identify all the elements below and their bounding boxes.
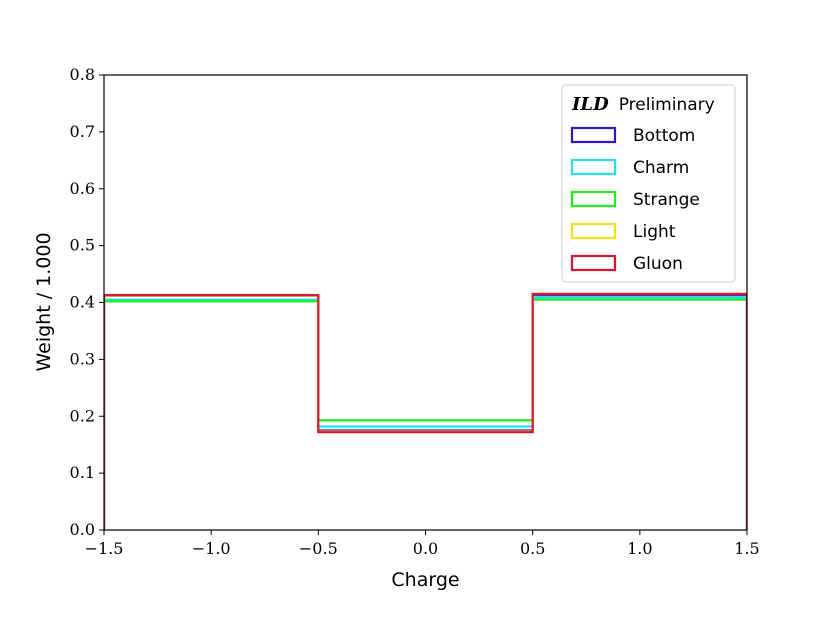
y-tick-label: 0.0 bbox=[70, 520, 95, 539]
legend-label-gluon: Gluon bbox=[633, 254, 683, 274]
series-charm-line bbox=[104, 296, 747, 530]
x-axis-label: Charge bbox=[391, 569, 459, 591]
y-tick-label: 0.7 bbox=[70, 122, 95, 141]
legend: ILD Preliminary Bottom Charm Strange Light G… bbox=[561, 84, 736, 283]
legend-label-light: Light bbox=[633, 222, 676, 242]
x-tick-label: 1.0 bbox=[627, 539, 652, 558]
y-tick-label: 0.3 bbox=[70, 349, 95, 368]
x-tick-label: −1.5 bbox=[85, 539, 124, 558]
y-tick-label: 0.8 bbox=[70, 65, 95, 84]
x-tick-label: 0.5 bbox=[520, 539, 545, 558]
svg-text:ILD Preliminary: ILD Preliminary bbox=[571, 94, 715, 115]
y-tick-label: 0.4 bbox=[70, 293, 95, 312]
series-strange-line bbox=[104, 298, 747, 530]
x-tick-label: 1.5 bbox=[734, 539, 759, 558]
y-tick-label: 0.6 bbox=[70, 179, 95, 198]
x-axis: −1.5 −1.0 −0.5 0.0 0.5 1.0 1.5 bbox=[85, 530, 760, 558]
legend-swatch-bottom bbox=[570, 126, 617, 144]
legend-swatch-gluon bbox=[570, 254, 617, 272]
x-tick-label: −0.5 bbox=[299, 539, 338, 558]
legend-label-strange: Strange bbox=[633, 190, 700, 210]
legend-swatch-charm bbox=[570, 158, 617, 176]
series-gluon-line bbox=[104, 292, 747, 530]
y-tick-label: 0.1 bbox=[70, 463, 95, 482]
y-axis-label: Weight / 1.000 bbox=[33, 232, 55, 371]
y-tick-label: 0.2 bbox=[70, 406, 95, 425]
legend-label-bottom: Bottom bbox=[633, 126, 695, 146]
legend-title-brand: ILD bbox=[571, 94, 609, 115]
y-axis: 0.0 0.1 0.2 0.3 0.4 0.5 0.6 0.7 0.8 bbox=[70, 65, 104, 539]
x-tick-label: −1.0 bbox=[192, 539, 231, 558]
legend-box bbox=[561, 84, 736, 283]
legend-label-charm: Charm bbox=[633, 158, 689, 178]
x-tick-label: 0.0 bbox=[413, 539, 438, 558]
series-bottom-line bbox=[104, 294, 747, 530]
series-light-line bbox=[104, 292, 747, 530]
y-tick-label: 0.5 bbox=[70, 236, 95, 255]
legend-swatch-light bbox=[570, 222, 617, 240]
legend-swatch-strange bbox=[570, 190, 617, 208]
series-layer bbox=[104, 292, 747, 530]
legend-title-rest: Preliminary bbox=[619, 95, 715, 115]
